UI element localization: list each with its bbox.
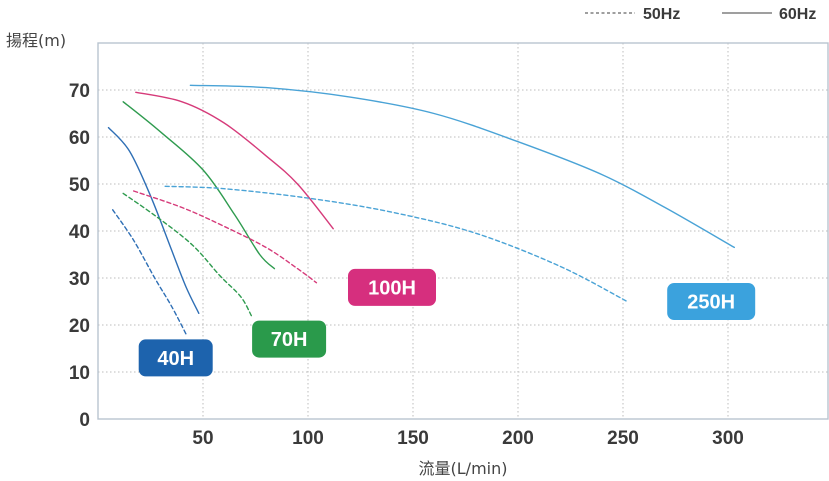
legend-50hz-label: 50Hz xyxy=(643,6,680,23)
x-tick-label: 300 xyxy=(712,428,744,449)
y-tick-label: 40 xyxy=(69,222,90,243)
y-tick-label: 30 xyxy=(69,269,90,290)
badge-100h: 100H xyxy=(348,268,436,306)
y-axis-title: 揚程(m) xyxy=(6,31,66,50)
x-tick-label: 250 xyxy=(607,428,639,449)
plot-frame xyxy=(97,42,829,420)
x-tick-label: 100 xyxy=(292,428,324,449)
x-axis-title: 流量(L/min) xyxy=(419,459,508,478)
curve-70h-60hz xyxy=(122,101,276,270)
x-tick-label: 200 xyxy=(502,428,534,449)
badge-background xyxy=(667,283,756,320)
curve-70h-50hz xyxy=(122,192,252,317)
curve-40h-50hz xyxy=(112,209,187,336)
legend-60hz-label: 60Hz xyxy=(779,6,816,23)
model-badges: 40H 70H 100H 250H xyxy=(138,268,756,377)
axis-ticks: 0 10 20 30 40 50 60 70 50 100 150 200 250 300 xyxy=(69,81,744,449)
badge-label: 250H xyxy=(687,292,735,314)
curve-40h-60hz xyxy=(107,126,200,314)
y-tick-label: 60 xyxy=(69,128,90,149)
badge-label: 40H xyxy=(157,348,194,370)
badge-70h: 70H xyxy=(252,320,327,358)
badge-background xyxy=(252,320,327,358)
curve-250h-50hz xyxy=(164,185,628,303)
y-tick-label: 20 xyxy=(69,316,90,337)
x-tick-label: 150 xyxy=(397,428,429,449)
y-tick-label: 50 xyxy=(69,175,90,196)
curve-250h-60hz xyxy=(189,84,735,249)
badge-label: 100H xyxy=(368,277,416,299)
badge-background xyxy=(348,268,436,306)
badge-label: 70H xyxy=(271,329,308,351)
curve-100h-60hz xyxy=(135,91,334,230)
legend: 50Hz 60Hz xyxy=(585,6,816,23)
curves xyxy=(107,84,735,336)
x-tick-label: 50 xyxy=(192,428,213,449)
badge-250h: 250H xyxy=(667,283,756,320)
curve-100h-50hz xyxy=(133,190,318,284)
y-tick-label: 70 xyxy=(69,81,90,102)
y-tick-label: 10 xyxy=(69,363,90,384)
badge-background xyxy=(138,339,213,377)
y-tick-label: 0 xyxy=(79,410,90,431)
badge-40h: 40H xyxy=(138,339,213,377)
